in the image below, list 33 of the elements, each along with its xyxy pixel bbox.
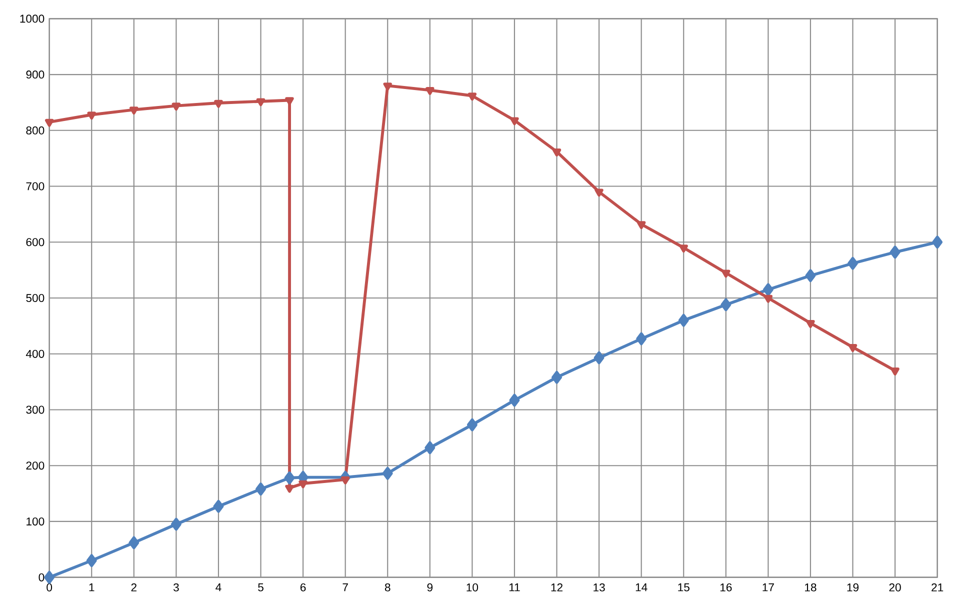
- x-tick-label: 18: [805, 583, 816, 592]
- y-tick-label: 0: [38, 573, 44, 582]
- x-tick-label: 9: [427, 583, 433, 592]
- x-tick-label: 19: [847, 583, 859, 592]
- x-tick-label: 3: [173, 583, 179, 592]
- x-tick-label: 15: [678, 583, 690, 592]
- y-tick-label: 100: [26, 517, 44, 526]
- y-tick-label: 400: [26, 350, 44, 358]
- x-tick-label: 1: [89, 583, 94, 592]
- x-tick-label: 5: [258, 583, 264, 592]
- x-tick-label: 14: [636, 583, 648, 592]
- y-tick-label: 900: [26, 70, 44, 79]
- x-tick-label: 13: [594, 583, 605, 592]
- x-tick-label: 17: [762, 583, 774, 592]
- x-tick-label: 4: [216, 583, 222, 592]
- x-tick-label: 16: [720, 583, 732, 592]
- x-tick-label: 8: [384, 583, 390, 592]
- y-tick-label: 300: [26, 406, 44, 414]
- y-tick-label: 800: [26, 126, 44, 134]
- x-tick-label: 2: [131, 583, 136, 592]
- x-tick-label: 10: [466, 583, 478, 592]
- x-tick-label: 7: [342, 583, 348, 592]
- x-tick-label: 21: [932, 583, 944, 592]
- x-tick-label: 11: [509, 583, 520, 592]
- x-tick-label: 0: [46, 583, 52, 592]
- y-tick-label: 500: [26, 294, 44, 302]
- y-tick-label: 600: [26, 238, 44, 246]
- x-tick-label: 20: [889, 583, 901, 592]
- y-tick-label: 700: [26, 182, 44, 190]
- x-tick-label: 6: [300, 583, 306, 592]
- x-tick-label: 12: [551, 583, 562, 592]
- y-tick-label: 200: [26, 462, 44, 470]
- y-tick-label: 1000: [20, 14, 44, 23]
